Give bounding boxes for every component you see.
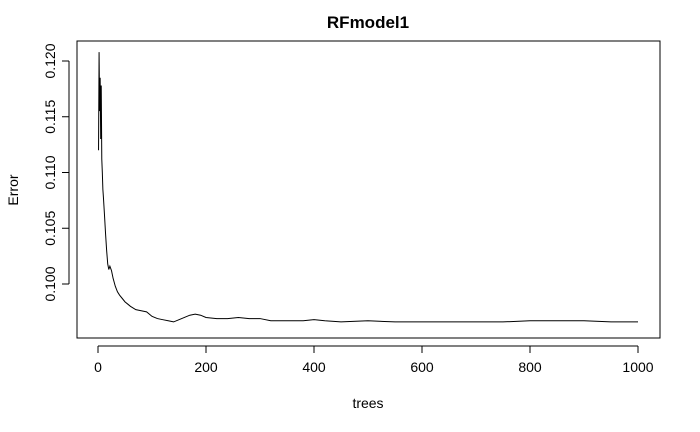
x-tick-label: 200 [194,359,218,375]
x-tick-label: 1000 [622,359,653,375]
y-tick-label: 0.105 [42,211,58,246]
error-line [98,52,638,323]
x-axis: 0 200 400 600 800 1000 [94,345,654,375]
y-tick-label: 0.115 [42,100,58,134]
y-axis: 0.100 0.105 0.110 0.115 0.120 [42,43,70,302]
chart-title: RFmodel1 [327,13,409,32]
plot-frame [76,40,661,339]
y-tick-label: 0.100 [42,266,58,301]
y-tick-label: 0.120 [42,43,58,78]
x-tick-label: 800 [518,359,542,375]
x-tick-label: 0 [94,359,102,375]
y-axis-label: Error [5,174,21,205]
x-tick-label: 400 [302,359,326,375]
x-axis-label: trees [352,395,383,411]
x-tick-label: 600 [410,359,434,375]
y-tick-label: 0.110 [42,155,58,189]
